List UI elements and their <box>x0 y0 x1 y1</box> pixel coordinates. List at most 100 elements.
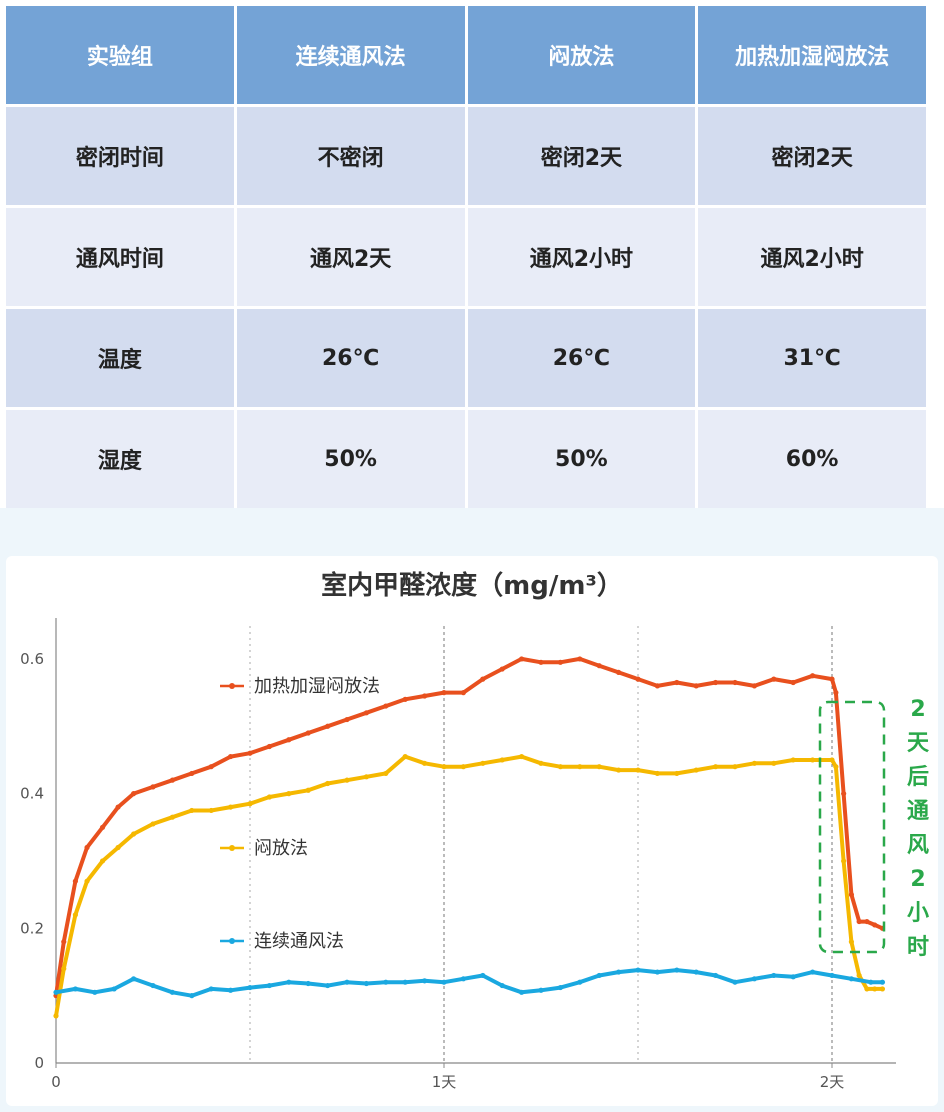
data-point <box>557 764 564 770</box>
data-point <box>266 982 272 989</box>
data-point <box>519 753 525 760</box>
data-point <box>596 663 602 669</box>
table-header-cell: 连续通风法 <box>236 6 465 104</box>
data-point <box>286 737 292 743</box>
data-point <box>864 986 870 992</box>
data-point <box>99 858 106 864</box>
annotation-char: 通 <box>907 799 929 824</box>
data-point <box>228 804 234 810</box>
data-point <box>499 666 505 672</box>
data-point <box>228 987 234 993</box>
table-header-cell: 实验组 <box>6 6 234 104</box>
table-row: 温度 26℃ 26℃ 31℃ <box>6 309 926 407</box>
data-point <box>732 979 738 985</box>
legend-label: 连续通风法 <box>254 931 344 952</box>
data-point <box>325 723 331 729</box>
axes: 0 0.2 0.4 0.6 0 1天 2天 <box>20 618 896 1091</box>
data-point <box>810 969 816 975</box>
data-point <box>810 673 816 679</box>
table-cell: 通风时间 <box>6 208 234 306</box>
data-point <box>72 912 78 918</box>
data-point <box>247 801 253 807</box>
data-point <box>53 1013 59 1019</box>
data-point <box>872 922 878 928</box>
data-point <box>383 979 389 985</box>
data-point <box>247 984 253 991</box>
annotation-char: 天 <box>907 731 930 756</box>
data-point <box>150 821 156 827</box>
data-point <box>872 986 878 992</box>
table-row: 密闭时间 不密闭 密闭2天 密闭2天 <box>6 107 926 205</box>
data-point <box>344 777 350 783</box>
annotation-char: 小 <box>907 901 929 926</box>
data-point <box>790 974 796 980</box>
data-point <box>460 764 466 770</box>
data-point <box>868 979 874 985</box>
data-point <box>635 967 641 973</box>
data-point <box>480 760 486 766</box>
data-point <box>577 656 583 662</box>
data-point <box>208 986 214 992</box>
table-row: 通风时间 通风2天 通风2小时 通风2小时 <box>6 208 926 306</box>
data-point <box>363 980 369 987</box>
data-point <box>848 892 855 898</box>
data-point <box>422 978 428 984</box>
data-point <box>635 767 641 773</box>
data-point <box>519 989 525 995</box>
data-point <box>879 986 886 992</box>
data-point <box>829 676 835 682</box>
data-point <box>266 794 272 800</box>
table-cell: 湿度 <box>6 410 234 508</box>
data-point <box>771 760 777 766</box>
data-point <box>305 787 311 793</box>
data-point <box>751 760 758 766</box>
data-point <box>771 676 777 682</box>
data-point <box>266 743 272 750</box>
data-point <box>61 966 67 972</box>
comparison-table-panel: 实验组 连续通风法 闷放法 加热加湿闷放法 密闭时间 不密闭 密闭2天 密闭2天… <box>0 0 944 508</box>
data-point <box>848 976 855 982</box>
data-point <box>538 659 544 665</box>
data-point <box>169 989 175 995</box>
data-point <box>674 967 680 973</box>
data-point <box>829 757 835 763</box>
data-point <box>208 764 214 770</box>
formaldehyde-line-chart: 室内甲醛浓度（mg/m³） 00.20.40.60 1天 2天 加热加湿闷放法闷放法… <box>20 570 930 1091</box>
data-point <box>305 980 311 987</box>
data-point <box>325 982 331 989</box>
data-point <box>790 757 796 763</box>
data-point <box>577 764 583 770</box>
data-point <box>84 878 90 884</box>
data-point <box>557 984 564 991</box>
data-point <box>519 656 525 662</box>
data-point <box>771 972 777 979</box>
data-point <box>674 679 680 686</box>
data-point <box>115 844 121 851</box>
data-point <box>325 780 331 787</box>
data-point <box>848 939 855 945</box>
data-point <box>131 791 137 797</box>
data-point <box>247 750 253 756</box>
annotation-char: 风 <box>907 833 929 858</box>
data-point <box>460 976 466 982</box>
table-header-row: 实验组 连续通风法 闷放法 加热加湿闷放法 <box>6 6 926 104</box>
annotation-char: 后 <box>907 765 929 790</box>
series-group <box>53 656 886 1019</box>
table-cell: 不密闭 <box>236 107 465 205</box>
data-point <box>84 844 90 851</box>
data-point <box>111 986 117 992</box>
data-point <box>305 730 311 736</box>
series-line-0 <box>54 656 885 998</box>
data-point <box>441 764 447 770</box>
table-cell: 密闭2天 <box>467 107 696 205</box>
data-point <box>841 791 847 797</box>
data-point <box>480 676 486 682</box>
data-point <box>790 679 796 686</box>
data-point <box>441 690 447 696</box>
data-point <box>150 982 156 989</box>
data-point <box>383 770 389 777</box>
table-cell: 50% <box>467 410 696 508</box>
data-point <box>538 987 544 993</box>
